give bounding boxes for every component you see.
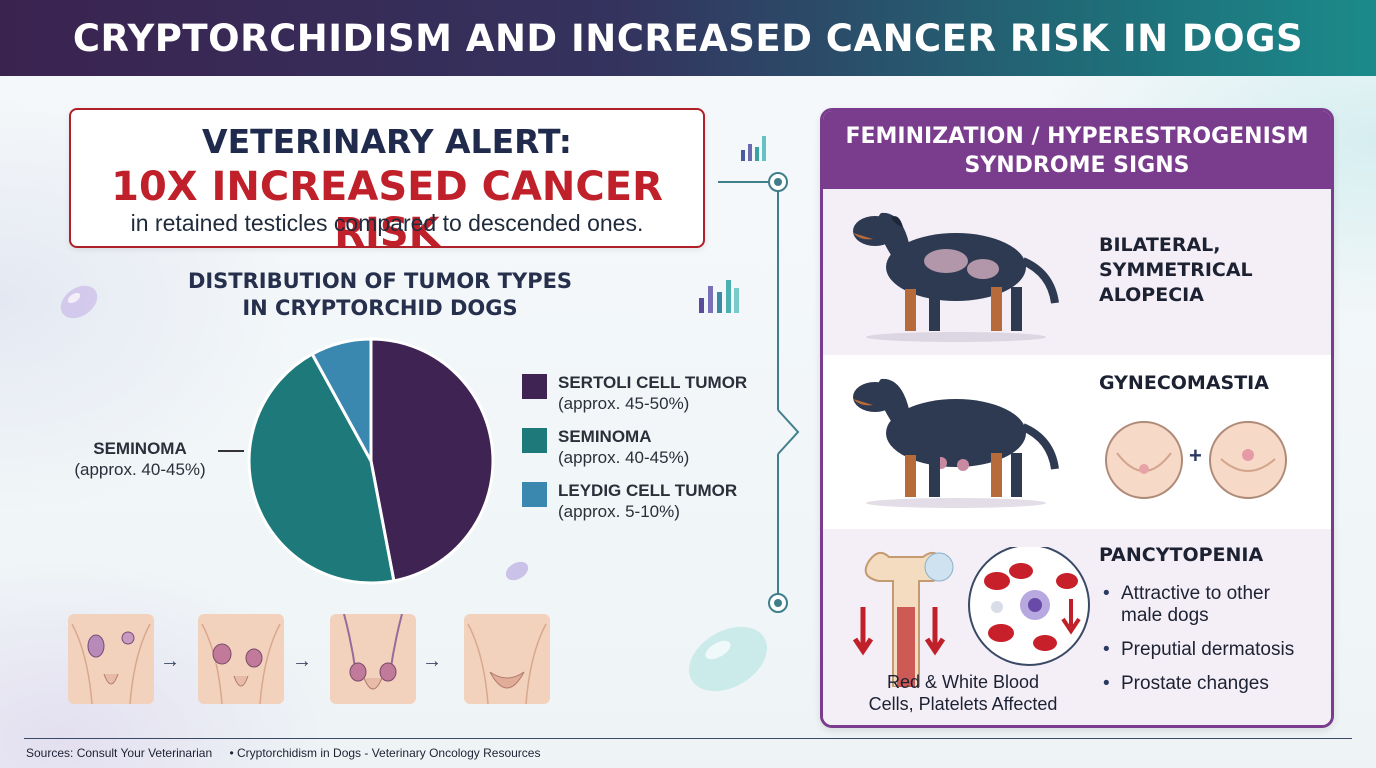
plus-sign: + [1189, 443, 1202, 468]
header-banner: CRYPTORCHIDISM AND INCREASED CANCER RISK… [0, 0, 1376, 76]
sign-alopecia-line-1: BILATERAL, [1099, 234, 1221, 256]
syndrome-signs-panel: FEMINIZATION / HYPERESTROGENISM SYNDROME… [820, 108, 1334, 728]
page-title: CRYPTORCHIDISM AND INCREASED CANCER RISK… [72, 16, 1304, 60]
sign-alopecia-line-3: ALOPECIA [1099, 284, 1204, 306]
legend-range: (approx. 45-50%) [558, 394, 690, 413]
pancytopenia-bullets: Attractive to other male dogs Preputial … [1103, 583, 1294, 707]
legend-label: SEMINOMA [558, 427, 652, 446]
sign-alopecia-title: BILATERAL, SYMMETRICAL ALOPECIA [1099, 233, 1253, 308]
bullet-item: Prostate changes [1103, 673, 1294, 695]
bone-marrow-blood-cells-illustration [852, 547, 1090, 687]
panel-title-line-1: FEMINIZATION / HYPERESTROGENISM [845, 124, 1309, 149]
legend-swatch [522, 374, 547, 399]
veterinary-alert-box: VETERINARY ALERT: 10X INCREASED CANCER R… [69, 108, 705, 256]
legend-item-sertoli: SERTOLI CELL TUMOR (approx. 45-50%) [522, 372, 782, 414]
bullet-item: Attractive to other male dogs [1103, 583, 1283, 627]
chart-title-line-2: IN CRYPTORCHID DOGS [242, 296, 518, 320]
footer-source-2: • Cryptorchidism in Dogs - Veterinary On… [229, 746, 541, 760]
dog-gynecomastia-illustration [853, 378, 1059, 508]
footer-source-1: Sources: Consult Your Veterinarian [26, 746, 213, 760]
blood-caption-line-1: Red & White Blood [886, 672, 1040, 692]
bullet-item: Preputial dermatosis [1103, 639, 1294, 661]
footer-sources: Sources: Consult Your Veterinarian • Cry… [26, 746, 554, 760]
alert-heading: VETERINARY ALERT: [202, 122, 572, 161]
panel-title: FEMINIZATION / HYPERESTROGENISM SYNDROME… [823, 111, 1331, 189]
blood-cells-caption: Red & White Blood Cells, Platelets Affec… [843, 671, 1083, 715]
callout-leader-line [218, 450, 244, 452]
footer-divider [24, 738, 1352, 739]
chart-legend: SERTOLI CELL TUMOR (approx. 45-50%) SEMI… [522, 372, 782, 534]
panel-title-line-2: SYNDROME SIGNS [964, 153, 1190, 178]
legend-label: LEYDIG CELL TUMOR [558, 481, 738, 500]
pie-slice-sertoli [369, 337, 495, 583]
blood-caption-line-2: Cells, Platelets Affected [868, 694, 1058, 714]
sign-gynecomastia-title: GYNECOMASTIA [1099, 372, 1269, 394]
legend-range: (approx. 40-45%) [558, 448, 690, 467]
anatomy-illustration [68, 614, 154, 704]
dog-alopecia-illustration [853, 212, 1059, 342]
decorative-droplet [60, 285, 98, 319]
arrow-right-icon: → [422, 650, 442, 672]
arrow-right-icon: → [160, 650, 180, 672]
callout-range: (approx. 40-45%) [74, 460, 206, 479]
legend-range: (approx. 5-10%) [558, 502, 680, 521]
bar-chart-icon [741, 136, 766, 161]
pie-slice-leydig [310, 337, 373, 462]
decorative-droplet [505, 561, 529, 581]
sign-row-gynecomastia: GYNECOMASTIA + [823, 355, 1331, 529]
connector-line [718, 172, 800, 613]
legend-item-seminoma: SEMINOMA (approx. 40-45%) [522, 426, 782, 468]
sign-alopecia-line-2: SYMMETRICAL [1099, 259, 1253, 281]
legend-label: SERTOLI CELL TUMOR [558, 373, 748, 392]
seminoma-callout: SEMINOMA (approx. 40-45%) [60, 438, 220, 480]
anatomy-illustration [330, 614, 416, 704]
mammary-before-icon [1105, 421, 1183, 499]
decorative-droplet [689, 626, 767, 692]
sign-row-alopecia: BILATERAL, SYMMETRICAL ALOPECIA [823, 189, 1331, 355]
arrow-right-icon: → [292, 650, 312, 672]
sign-pancytopenia-title: PANCYTOPENIA [1099, 544, 1264, 566]
tumor-pie-chart [247, 337, 495, 585]
anatomy-illustration [198, 614, 284, 704]
legend-swatch [522, 428, 547, 453]
chart-title: DISTRIBUTION OF TUMOR TYPES IN CRYPTORCH… [150, 268, 610, 322]
alert-risk-text: 10X INCREASED CANCER RISK [111, 164, 663, 256]
pie-slice-seminoma [247, 352, 396, 585]
chart-title-line-1: DISTRIBUTION OF TUMOR TYPES [187, 269, 573, 293]
legend-swatch [522, 482, 547, 507]
mammary-after-icon [1209, 421, 1287, 499]
callout-name: SEMINOMA [93, 439, 187, 458]
alert-subtext: in retained testicles compared to descen… [130, 210, 644, 236]
legend-item-leydig: LEYDIG CELL TUMOR (approx. 5-10%) [522, 480, 782, 522]
anatomy-illustration [464, 614, 550, 704]
bar-chart-icon [699, 280, 739, 313]
